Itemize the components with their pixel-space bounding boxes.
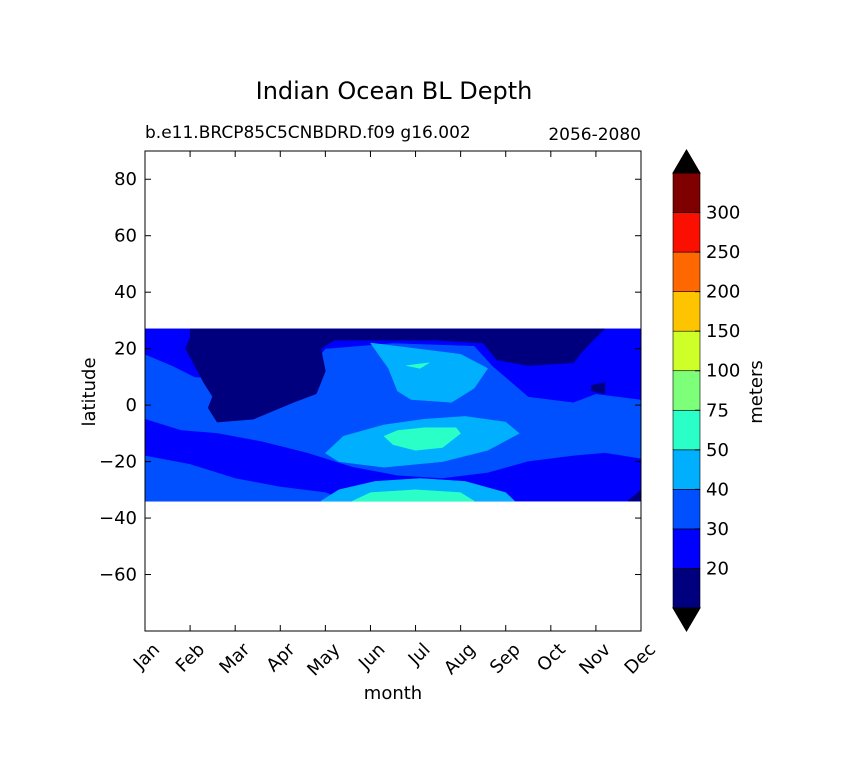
y-tick-label: −60: [99, 565, 137, 586]
x-tick-label: Aug: [440, 639, 480, 679]
y-tick-label: 40: [114, 282, 137, 303]
colorbar-label: meters: [746, 360, 767, 424]
contour-region-nov-lt-20-patch: [591, 382, 606, 395]
colorbar-tick-label: 250: [706, 242, 740, 263]
colorbar-segment: [672, 568, 701, 609]
colorbar-extend-bottom: [672, 607, 701, 632]
contour-region-south-20-30: [145, 418, 641, 502]
x-tick-label: May: [303, 639, 344, 680]
x-tick-label: Mar: [215, 639, 254, 678]
x-tick-label: Sep: [486, 639, 525, 678]
contour-region-north-40-50-band: [369, 342, 489, 403]
y-tick-label: 0: [126, 395, 137, 416]
contour-region-north-lt-20: [185, 328, 606, 423]
contour-regions: [145, 328, 641, 502]
colorbar: 20 30 40 50 75 100 150 200 250 300: [672, 149, 740, 632]
colorbar-tick-label: 50: [706, 440, 729, 461]
colorbar-segment: [672, 409, 701, 451]
x-tick-label: Feb: [172, 639, 209, 676]
colorbar-segment: [672, 330, 701, 372]
colorbar-segment: [672, 212, 701, 253]
x-tick-label: Jul: [404, 639, 435, 670]
x-tick-label: Apr: [262, 639, 299, 676]
y-tick-label: −40: [99, 508, 137, 529]
colorbar-segment: [672, 172, 701, 213]
colorbar-tick-label: 20: [706, 558, 729, 579]
x-tick-label: Dec: [621, 639, 660, 678]
colorbar-segment: [672, 370, 701, 411]
colorbar-segment: [672, 528, 701, 569]
y-tick-label: −20: [99, 452, 137, 473]
y-tick-label: 80: [114, 169, 137, 190]
chart-subtitle-left: b.e11.BRCP85C5CNBDRD.f09 g16.002: [145, 123, 471, 143]
colorbar-tick-label: 75: [706, 400, 729, 421]
y-tick-labels: 80 60 40 20 0 −20 −40 −60: [99, 169, 137, 585]
x-tick-label: Nov: [575, 639, 615, 679]
y-axis-label: latitude: [79, 357, 100, 426]
colorbar-segment: [672, 489, 701, 530]
colorbar-segment: [672, 291, 701, 332]
y-tick-label: 60: [114, 226, 137, 247]
plot-frame: [144, 150, 642, 632]
x-tick-labels: Jan Feb Mar Apr May Jun Jul Aug Sep Oct Nov Dec: [129, 639, 660, 681]
chart-subtitle-right: 2056-2080: [548, 125, 641, 145]
colorbar-tick-label: 40: [706, 479, 729, 500]
colorbar-tick-label: 300: [706, 203, 740, 224]
colorbar-tick-label: 30: [706, 519, 729, 540]
y-tick-label: 20: [114, 339, 137, 360]
contour-region-southwest-30-40: [145, 455, 348, 502]
x-tick-label: Jun: [354, 639, 389, 674]
colorbar-segment: [672, 251, 701, 292]
colorbar-tick-label: 150: [706, 321, 740, 342]
contour-region-center-50-75: [383, 427, 461, 451]
colorbar-tick-label: 100: [706, 361, 740, 382]
colorbar-segment: [672, 449, 701, 490]
contour-region-north-50-75-spot: [406, 362, 430, 369]
x-tick-label: Jan: [129, 639, 164, 674]
colorbar-extend-top: [672, 149, 701, 174]
chart-title: Indian Ocean BL Depth: [256, 77, 533, 105]
contour-region-south-50-75-bottom: [352, 489, 476, 502]
contour-region-se-corner-lt-20: [626, 489, 641, 502]
colorbar-tick-label: 200: [706, 282, 740, 303]
x-axis-label: month: [364, 683, 422, 704]
x-tick-label: Oct: [533, 639, 570, 676]
